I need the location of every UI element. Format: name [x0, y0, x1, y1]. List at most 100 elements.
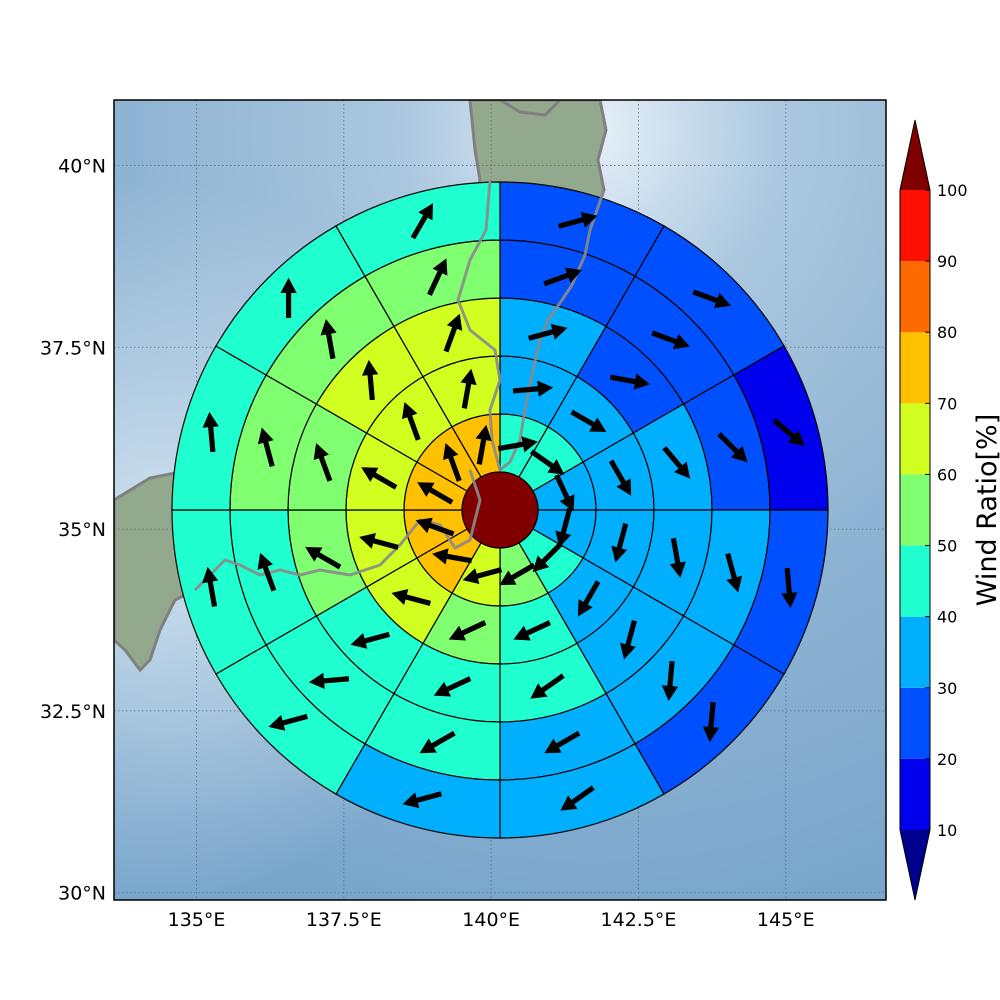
- colorbar-tick-label: 20: [937, 750, 957, 769]
- wind-arrow: [417, 482, 454, 505]
- wind-arrow: [460, 368, 477, 409]
- colorbar-tick-label: 60: [937, 465, 957, 484]
- longitude-tick-labels: 135°E 137.5°E 140°E 142.5°E 145°E: [168, 909, 815, 931]
- wind-arrow: [651, 330, 691, 350]
- lat-tick-label: 37.5°N: [40, 337, 106, 359]
- wind-arrow: [544, 730, 581, 754]
- wind-arrow: [692, 289, 732, 309]
- wind-arrow: [308, 672, 350, 690]
- wind-arrow: [432, 548, 473, 565]
- wind-arrow: [532, 541, 563, 573]
- wind-arrow: [527, 323, 568, 341]
- wind-arrow: [410, 203, 434, 240]
- map-frame: [113, 99, 887, 901]
- colorbar-bin: [900, 403, 930, 475]
- colorbar-tick-label: 50: [937, 537, 957, 556]
- wind-arrow: [359, 533, 399, 550]
- wind-arrow: [512, 380, 554, 397]
- wind-arrow: [361, 467, 398, 490]
- wind-arrow: [313, 443, 333, 482]
- wind-arrow: [462, 567, 503, 585]
- colorbar-bin: [900, 758, 930, 830]
- lon-tick-label: 135°E: [168, 909, 226, 931]
- lon-tick-label: 142.5°E: [601, 909, 677, 931]
- wind-arrow: [530, 673, 565, 699]
- center-disk: [461, 471, 539, 549]
- colorbar-extend-max: [900, 120, 930, 190]
- wind-arrow: [202, 566, 219, 607]
- colorbar-bin: [900, 545, 930, 617]
- wind-arrow: [280, 277, 297, 318]
- wind-ratio-polar-diagram: [171, 179, 829, 839]
- lat-tick-label: 35°N: [58, 519, 106, 541]
- lon-tick-label: 137.5°E: [306, 909, 382, 931]
- wind-arrow: [662, 446, 691, 479]
- wind-arrow: [257, 552, 277, 592]
- wind-arrow: [702, 701, 720, 743]
- wind-arrow: [391, 589, 432, 606]
- wind-arrow: [257, 427, 275, 468]
- wind-arrow: [725, 552, 743, 593]
- wind-arrow: [305, 546, 342, 570]
- wind-arrow: [497, 436, 538, 453]
- wind-arrow: [772, 418, 805, 447]
- wind-arrow: [402, 402, 421, 441]
- colorbar-bin: [900, 190, 930, 262]
- wind-arrow: [669, 537, 686, 578]
- wind-arrow: [320, 319, 337, 360]
- hokkaido-tip-land: [497, 100, 563, 117]
- wind-arrow: [570, 409, 607, 433]
- colorbar-tick-label: 40: [937, 608, 957, 627]
- colorbar-tick-label: 80: [937, 323, 957, 342]
- wind-arrow: [268, 713, 308, 731]
- colorbar-bin: [900, 687, 930, 759]
- colorbar-extend-min: [900, 830, 930, 900]
- wind-arrow: [554, 473, 575, 512]
- wind-arrow: [557, 211, 598, 229]
- wind-arrow: [529, 449, 565, 475]
- lat-tick-label: 30°N: [58, 883, 106, 905]
- wind-arrow: [661, 660, 679, 702]
- lat-tick-label: 40°N: [58, 155, 106, 177]
- wind-arrow: [361, 359, 379, 401]
- wind-arrow: [475, 424, 492, 465]
- latitude-tick-labels: 40°N 37.5°N 35°N 32.5°N 30°N: [40, 155, 106, 904]
- wind-arrow: [448, 620, 487, 641]
- colorbar-tick-label: 90: [937, 252, 957, 271]
- colorbar: 10 20 30 40 50 60 70 80 90 100 Wind Ratio[%]: [899, 119, 1000, 901]
- colorbar-bin: [900, 261, 930, 333]
- colorbar-tick-label: 10: [937, 821, 957, 840]
- lon-tick-label: 145°E: [757, 909, 815, 931]
- wind-arrow: [543, 267, 582, 287]
- wind-arrow: [433, 676, 472, 697]
- wind-arrow: [419, 730, 456, 754]
- colorbar-bin: [900, 616, 930, 688]
- wind-arrow: [499, 562, 536, 586]
- coastline-overlay: [193, 469, 482, 592]
- wind-arrow: [781, 567, 798, 609]
- wind-arrow: [620, 619, 637, 660]
- wind-arrow: [560, 785, 595, 811]
- wind-arrow: [443, 443, 462, 482]
- wind-arrow: [350, 631, 391, 649]
- wind-arrow: [427, 258, 448, 296]
- wind-arrow: [611, 522, 629, 563]
- wind-arrow: [609, 373, 650, 390]
- wind-arrow: [415, 517, 455, 537]
- wind-arrow: [202, 411, 219, 453]
- wind-arrow: [513, 620, 552, 641]
- coastline-overlay: [456, 179, 606, 472]
- colorbar-bin: [900, 474, 930, 546]
- colorbar-bin: [900, 332, 930, 404]
- wind-arrow: [555, 507, 573, 548]
- wind-arrow: [443, 313, 463, 353]
- colorbar-tick-label: 70: [937, 394, 957, 413]
- colorbar-label: Wind Ratio[%]: [972, 414, 1000, 606]
- wind-arrow: [608, 459, 632, 496]
- lat-tick-label: 32.5°N: [40, 701, 106, 723]
- wind-arrow: [577, 580, 601, 617]
- lon-tick-label: 140°E: [462, 909, 520, 931]
- colorbar-tick-label: 30: [937, 679, 957, 698]
- colorbar-tick-label: 100: [937, 181, 968, 200]
